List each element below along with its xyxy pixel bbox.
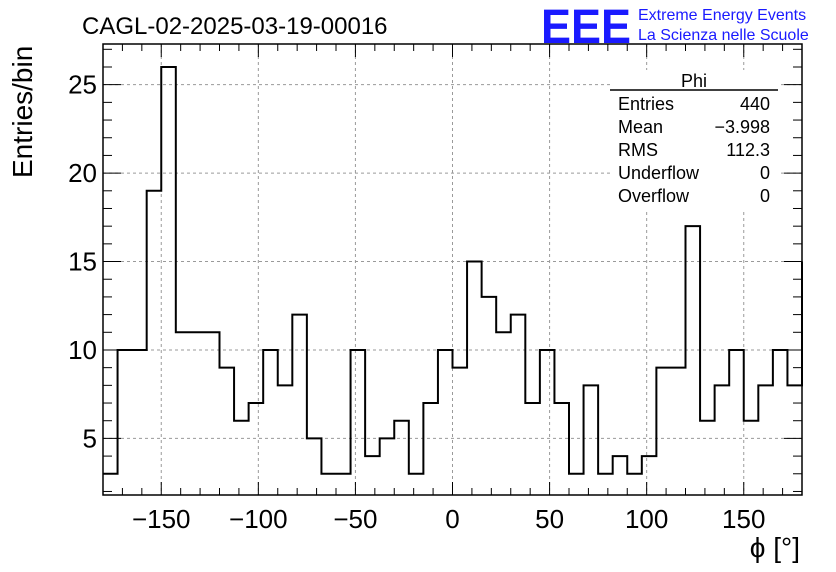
stats-row-value: 112.3: [726, 140, 770, 160]
histogram-bin: [467, 262, 482, 495]
x-tick-label: −100: [229, 504, 288, 534]
histogram-bin: [496, 332, 511, 495]
x-axis-label: ϕ [°]: [750, 532, 800, 563]
stats-box-background: [610, 70, 778, 210]
histogram-bin: [292, 315, 307, 495]
y-tick-label: 10: [68, 335, 97, 365]
histogram-bin: [307, 438, 322, 495]
stats-row-value: 0: [760, 163, 770, 183]
histogram-bin: [263, 350, 278, 495]
histogram-bin: [205, 332, 220, 495]
histogram-bin: [511, 315, 526, 495]
y-tick-label: 20: [68, 158, 97, 188]
histogram-bin: [394, 421, 409, 495]
histogram-bin: [118, 350, 133, 495]
y-tick-label: 15: [68, 247, 97, 277]
histogram-bin: [773, 350, 788, 495]
stats-row-value: 0: [760, 186, 770, 206]
y-axis: 5 10 15 20 25: [68, 48, 802, 492]
stats-row-value: 440: [740, 94, 770, 114]
histogram-bin: [321, 474, 336, 495]
histogram-bin: [176, 332, 191, 495]
histogram-outline: [103, 65, 803, 475]
y-tick-label: 25: [68, 70, 97, 100]
histogram-bin: [584, 385, 599, 495]
histogram-bin: [190, 332, 205, 495]
eee-logo-line1: Extreme Energy Events: [638, 7, 806, 24]
histogram-bin: [132, 350, 147, 495]
histogram-bin: [787, 385, 802, 495]
histogram-bin: [380, 438, 395, 495]
histogram-bin: [729, 350, 744, 495]
histogram-bin: [482, 297, 497, 495]
histogram-bin: [438, 350, 453, 495]
histogram-bin: [671, 368, 686, 495]
x-tick-label: 0: [445, 504, 459, 534]
chart-title: CAGL-02-2025-03-19-00016: [82, 13, 388, 40]
stats-row-label: Underflow: [618, 163, 700, 183]
histogram-bin: [249, 403, 264, 495]
histogram-bin: [627, 474, 642, 495]
histogram-bin: [351, 350, 366, 495]
histogram-bin: [540, 350, 555, 495]
stats-row-label: Mean: [618, 117, 663, 137]
histogram-bin: [569, 474, 584, 495]
histogram-bin: [453, 368, 468, 495]
y-axis-label: Entries/bin: [7, 46, 38, 178]
histogram-bin: [613, 456, 628, 495]
x-tick-label: 150: [722, 504, 765, 534]
stats-row-label: RMS: [618, 140, 658, 160]
stats-row-value: −3.998: [714, 117, 770, 137]
eee-logo-letters: EEE: [541, 1, 631, 54]
eee-logo: EEE Extreme Energy Events La Scienza nel…: [541, 1, 809, 54]
stats-row-label: Overflow: [618, 186, 690, 206]
histogram-bin: [103, 474, 118, 495]
y-tick-label: 5: [83, 423, 97, 453]
histogram-bin: [642, 456, 657, 495]
stats-box: Phi Entries 440 Mean −3.998 RMS 112.3 Underflo…: [610, 70, 778, 210]
stats-row-label: Entries: [618, 94, 674, 114]
histogram-bin: [234, 421, 249, 495]
x-tick-label: 100: [625, 504, 668, 534]
histogram-bin: [758, 385, 773, 495]
histogram-bin: [147, 191, 162, 495]
histogram-bin: [409, 474, 424, 495]
eee-logo-line2: La Scienza nelle Scuole: [638, 27, 809, 44]
histogram-bin: [278, 385, 293, 495]
histogram-bin: [525, 403, 540, 495]
x-tick-label: −150: [132, 504, 191, 534]
histogram-bin: [423, 403, 438, 495]
histogram-bin: [220, 368, 235, 495]
histogram-bin: [598, 474, 613, 495]
histogram-bin: [554, 403, 569, 495]
histogram-bin: [744, 421, 759, 495]
histogram-bin: [365, 456, 380, 495]
histogram-bin: [700, 421, 715, 495]
histogram-bin: [686, 226, 701, 495]
histogram-bin: [161, 67, 176, 495]
x-tick-label: −50: [333, 504, 377, 534]
histogram-bin: [656, 368, 671, 495]
histogram-bin: [715, 385, 730, 495]
stats-rows: Entries 440 Mean −3.998 RMS 112.3 Underflow 0 Ov…: [618, 94, 770, 206]
x-axis: −150 −100 −50 0 50 100 150: [121, 44, 784, 534]
histogram-bin: [336, 474, 351, 495]
x-tick-label: 50: [535, 504, 564, 534]
stats-box-title: Phi: [681, 71, 707, 91]
